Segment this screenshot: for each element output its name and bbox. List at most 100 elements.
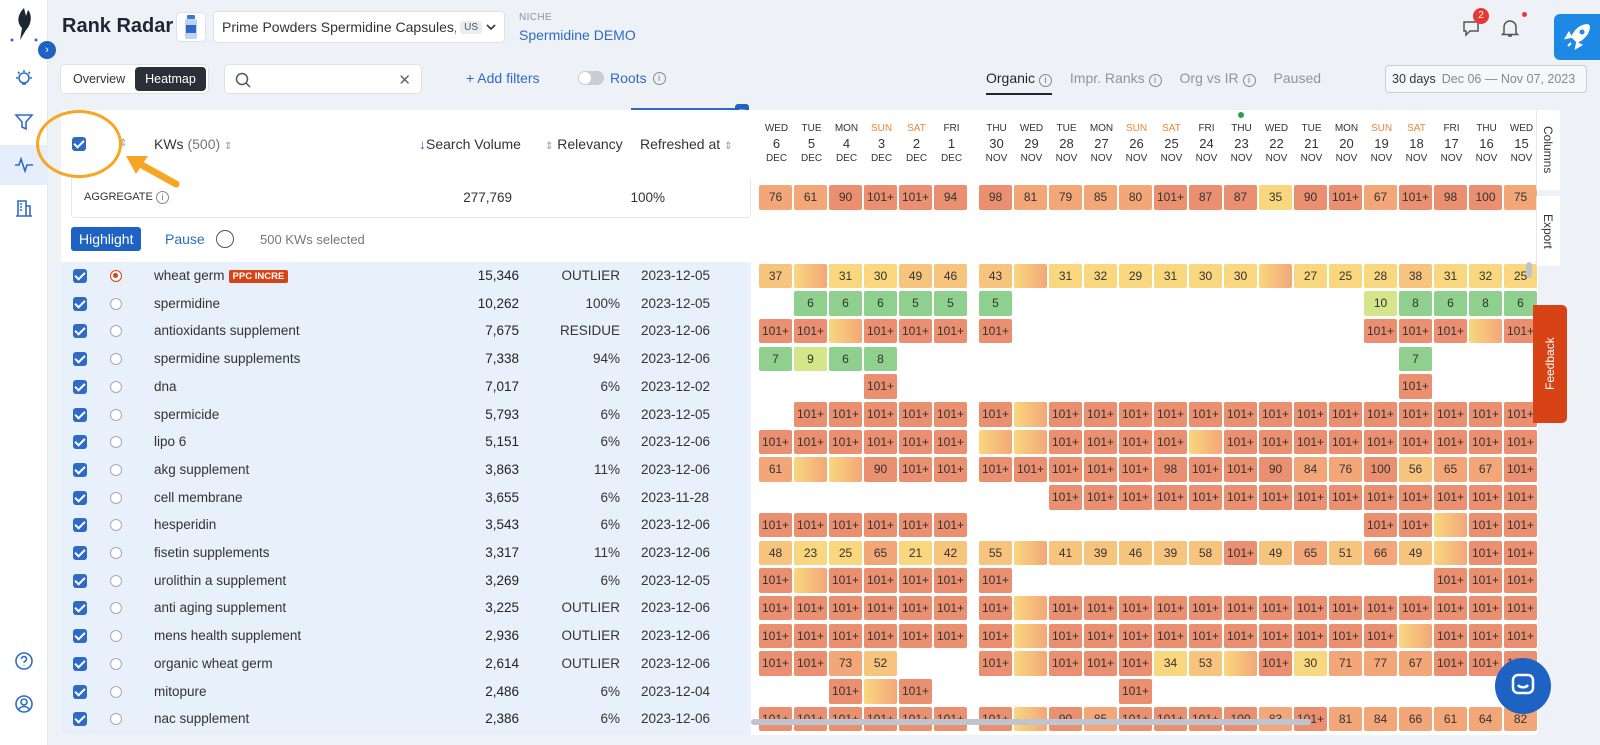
keyword-cell[interactable]: spermidine supplements xyxy=(154,351,300,366)
rank-cell[interactable]: 101+ xyxy=(1329,623,1362,649)
date-column-header[interactable]: TUE 5 DEC xyxy=(794,122,829,166)
aggregate-rank-cell[interactable]: 101+ xyxy=(1399,185,1432,210)
rank-cell[interactable]: 31 xyxy=(829,263,862,288)
keyword-cell[interactable]: anti aging supplement xyxy=(154,600,286,615)
rank-cell[interactable]: 29 xyxy=(1119,263,1152,288)
rank-cell[interactable]: 31 xyxy=(1434,263,1467,288)
date-column-header[interactable]: THU 16 NOV xyxy=(1469,122,1504,166)
rank-cell[interactable]: 101+ xyxy=(1399,374,1432,399)
refreshed-header[interactable]: Refreshed at ⇕ xyxy=(640,136,732,152)
row-radio[interactable] xyxy=(110,353,122,366)
vertical-scrollbar[interactable] xyxy=(1526,262,1534,722)
sidebar-item-filters[interactable] xyxy=(0,102,48,142)
relevancy-header[interactable]: ⇕ Relevancy xyxy=(545,136,623,152)
rank-cell[interactable]: 101+ xyxy=(899,623,932,649)
rank-cell[interactable]: 101+ xyxy=(979,318,1012,344)
rank-cell[interactable]: 101+ xyxy=(934,429,967,455)
rank-cell[interactable]: 101+ xyxy=(1189,706,1222,732)
rank-cell[interactable]: 101+ xyxy=(1259,623,1292,649)
rank-cell[interactable]: 101+ xyxy=(794,402,827,427)
rank-cell[interactable] xyxy=(1014,623,1047,649)
export-tab[interactable]: Export xyxy=(1536,196,1560,266)
rank-cell[interactable]: 101+ xyxy=(1364,402,1397,427)
rank-cell[interactable]: 101+ xyxy=(934,595,967,621)
rank-cell[interactable]: 101+ xyxy=(1399,595,1432,621)
keyword-cell[interactable]: spermidine xyxy=(154,296,220,311)
highlight-button[interactable]: Highlight xyxy=(71,227,142,251)
rank-cell[interactable]: 101+ xyxy=(1434,595,1467,621)
column-width-slider[interactable] xyxy=(631,108,746,110)
rank-cell[interactable]: 101+ xyxy=(1294,595,1327,621)
row-radio[interactable] xyxy=(110,547,122,559)
rank-cell[interactable]: 101+ xyxy=(1504,429,1537,455)
rank-cell[interactable] xyxy=(1399,623,1432,649)
aggregate-rank-cell[interactable]: 101+ xyxy=(864,185,897,210)
rank-cell[interactable]: 101+ xyxy=(1294,485,1327,510)
rank-cell[interactable]: 101+ xyxy=(899,429,932,455)
rank-cell[interactable]: 101+ xyxy=(1189,595,1222,621)
keyword-cell[interactable]: hesperidin xyxy=(154,517,216,532)
rank-cell[interactable]: 101+ xyxy=(1364,512,1397,538)
sidebar-expand-button[interactable]: › xyxy=(38,41,56,59)
rank-cell[interactable]: 101+ xyxy=(1434,402,1467,427)
rank-cell[interactable]: 101+ xyxy=(1259,651,1292,676)
tab-overview[interactable]: Overview xyxy=(73,72,126,86)
rank-cell[interactable]: 101+ xyxy=(1364,485,1397,510)
rank-cell[interactable] xyxy=(1014,595,1047,621)
rank-cell[interactable]: 101+ xyxy=(1154,429,1187,455)
rank-cell[interactable] xyxy=(829,457,862,482)
rank-cell[interactable]: 101+ xyxy=(979,651,1012,676)
rank-cell[interactable]: 101+ xyxy=(829,429,862,455)
row-checkbox[interactable] xyxy=(73,601,87,616)
rank-cell[interactable]: 7 xyxy=(759,346,792,372)
rank-cell[interactable] xyxy=(1224,651,1257,676)
rank-cell[interactable]: 71 xyxy=(1329,651,1362,676)
rank-cell[interactable]: 49 xyxy=(899,263,932,288)
row-checkbox[interactable] xyxy=(73,712,87,727)
rank-cell[interactable]: 101+ xyxy=(1084,402,1117,427)
rank-cell[interactable]: 101+ xyxy=(1224,485,1257,510)
rank-cell[interactable]: 25 xyxy=(1329,263,1362,288)
keyword-cell[interactable]: nac supplement xyxy=(154,711,249,726)
rank-cell[interactable]: 101+ xyxy=(1084,457,1117,482)
rank-cell[interactable]: 101+ xyxy=(1259,595,1292,621)
columns-tab[interactable]: Columns xyxy=(1536,110,1560,190)
rank-cell[interactable]: 101+ xyxy=(1504,540,1537,565)
rank-cell[interactable]: 32 xyxy=(1469,263,1502,288)
rank-cell[interactable]: 52 xyxy=(864,651,897,676)
rank-cell[interactable]: 101+ xyxy=(1469,651,1502,676)
rank-cell[interactable]: 48 xyxy=(759,540,792,565)
rank-cell[interactable]: 101+ xyxy=(1469,485,1502,510)
rank-cell[interactable] xyxy=(794,457,827,482)
rank-cell[interactable]: 101+ xyxy=(1119,402,1152,427)
rank-cell[interactable] xyxy=(979,429,1012,455)
rank-cell[interactable]: 101+ xyxy=(1259,402,1292,427)
rank-cell[interactable]: 101+ xyxy=(1469,402,1502,427)
rank-cell[interactable]: 101+ xyxy=(899,595,932,621)
rank-cell[interactable]: 5 xyxy=(899,291,932,316)
roots-toggle[interactable] xyxy=(578,71,604,85)
row-checkbox[interactable] xyxy=(73,324,87,339)
rank-cell[interactable]: 101+ xyxy=(794,512,827,538)
row-radio[interactable] xyxy=(110,491,122,504)
rank-cell[interactable]: 6 xyxy=(1434,291,1467,316)
rank-cell[interactable]: 101+ xyxy=(1469,623,1502,649)
rank-cell[interactable]: 101+ xyxy=(759,623,792,649)
rank-cell[interactable]: 73 xyxy=(829,651,862,676)
rank-cell[interactable]: 101+ xyxy=(1469,512,1502,538)
rank-cell[interactable]: 101+ xyxy=(1329,429,1362,455)
rank-cell[interactable]: 101+ xyxy=(1434,429,1467,455)
rank-cell[interactable]: 27 xyxy=(1294,263,1327,288)
rank-cell[interactable]: 101+ xyxy=(1154,485,1187,510)
aggregate-rank-cell[interactable]: 76 xyxy=(759,185,792,210)
rank-cell[interactable]: 81 xyxy=(1329,706,1362,732)
rank-cell[interactable]: 30 xyxy=(1189,263,1222,288)
rank-cell[interactable]: 101+ xyxy=(1294,402,1327,427)
tab-org-vs-ir[interactable]: Org vs IR i xyxy=(1180,70,1256,95)
date-column-header[interactable]: TUE 21 NOV xyxy=(1294,122,1329,166)
rank-cell[interactable]: 5 xyxy=(934,291,967,316)
aggregate-rank-cell[interactable]: 79 xyxy=(1049,185,1082,210)
rank-cell[interactable]: 101+ xyxy=(1434,651,1467,676)
rank-cell[interactable]: 101+ xyxy=(759,595,792,621)
rank-cell[interactable]: 101+ xyxy=(1119,623,1152,649)
